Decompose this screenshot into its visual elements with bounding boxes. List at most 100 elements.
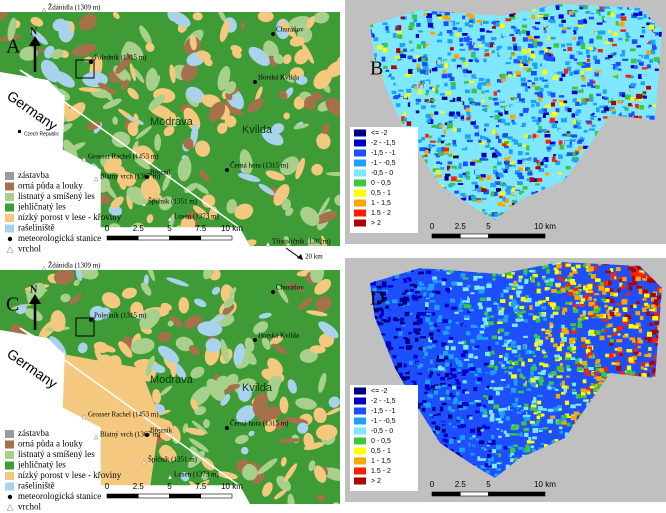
rate-cell	[419, 147, 426, 152]
rate-cell	[648, 347, 652, 351]
rate-cell	[613, 29, 618, 32]
rate-cell	[468, 44, 474, 50]
rate-cell	[476, 427, 482, 433]
rate-cell	[442, 385, 446, 389]
rate-cell	[571, 391, 577, 395]
rate-cell	[532, 26, 537, 29]
rate-cell	[537, 372, 541, 375]
rate-cell	[550, 102, 556, 107]
rate-cell	[612, 311, 617, 316]
rate-cell	[632, 53, 638, 57]
rate-cell	[516, 292, 520, 298]
rate-cell	[580, 45, 586, 50]
rate-cell	[528, 138, 534, 142]
rate-cell	[593, 298, 597, 302]
rate-cell	[581, 84, 586, 87]
rate-cell	[531, 50, 535, 54]
rate-cell	[430, 113, 434, 118]
rate-cell	[500, 299, 506, 303]
rate-cell	[420, 89, 427, 94]
rate-cell	[456, 134, 462, 140]
rate-cell	[531, 189, 536, 192]
rate-cell	[487, 20, 492, 23]
land-patch	[29, 282, 46, 300]
rate-cell	[583, 285, 588, 291]
rate-cell	[487, 14, 491, 17]
rate-cell	[446, 396, 451, 400]
land-patch	[140, 282, 152, 296]
rate-cell	[469, 446, 475, 450]
rate-cell	[577, 22, 584, 28]
rate-cell	[455, 452, 460, 456]
rate-cell	[554, 51, 559, 56]
land-patch	[102, 98, 122, 110]
rate-cell	[482, 98, 489, 104]
rate-cell	[658, 31, 662, 37]
land-patch	[328, 396, 340, 408]
legend-label: nízký porost v lese - křoviny	[18, 212, 122, 222]
rate-cell	[568, 11, 574, 15]
rate-cell	[609, 268, 614, 273]
rate-cell	[501, 451, 506, 456]
rate-cell	[481, 197, 487, 200]
rate-cell	[423, 70, 429, 75]
rate-cell	[428, 321, 433, 326]
rate-cell	[561, 311, 566, 315]
rate-cell	[595, 314, 600, 317]
rate-cell	[406, 121, 412, 126]
rate-cell	[604, 100, 608, 103]
legend-label: -0,5 - 0	[371, 170, 393, 177]
rate-cell	[483, 20, 489, 25]
rate-cell	[403, 332, 410, 335]
rate-cell	[604, 304, 608, 308]
rate-cell	[572, 308, 579, 313]
rate-cell	[630, 97, 635, 102]
rate-cell	[622, 106, 627, 110]
rate-cell	[522, 37, 528, 42]
rate-cell	[446, 129, 452, 134]
rate-cell	[585, 265, 589, 269]
rate-cell	[465, 16, 469, 20]
rate-cell	[468, 59, 473, 62]
rate-cell	[457, 368, 461, 372]
rate-cell	[491, 21, 497, 24]
rate-cell	[446, 90, 451, 95]
rate-cell	[536, 121, 540, 126]
legend-swatch	[354, 219, 366, 227]
rate-cell	[527, 43, 534, 49]
rate-cell	[470, 428, 476, 433]
land-patch	[270, 335, 283, 345]
rate-cell	[549, 56, 554, 61]
rate-cell	[436, 42, 442, 45]
rate-cell	[441, 73, 448, 79]
land-patch	[133, 146, 149, 160]
land-patch	[30, 29, 48, 45]
rate-cell	[437, 137, 441, 142]
rate-cell	[586, 108, 593, 114]
rate-cell	[524, 432, 529, 437]
rate-cell	[532, 133, 537, 139]
rate-cell	[527, 135, 532, 140]
rate-cell	[534, 44, 538, 48]
rate-cell	[482, 81, 487, 86]
rate-cell	[645, 44, 652, 49]
rate-cell	[534, 27, 539, 31]
land-patch	[255, 86, 263, 102]
rate-cell	[469, 126, 475, 131]
rate-cell	[573, 58, 578, 62]
rate-cell	[460, 124, 467, 128]
rate-cell	[535, 33, 541, 36]
rate-cell	[459, 37, 464, 42]
rate-cell	[439, 281, 444, 287]
rate-cell	[587, 386, 592, 391]
rate-cell	[523, 272, 528, 276]
rate-cell	[613, 63, 619, 69]
rate-cell	[523, 440, 528, 446]
rate-cell	[632, 339, 636, 343]
rate-cell	[533, 376, 540, 381]
station-dot	[253, 338, 257, 342]
rate-cell	[609, 298, 615, 304]
rate-cell	[491, 304, 498, 308]
